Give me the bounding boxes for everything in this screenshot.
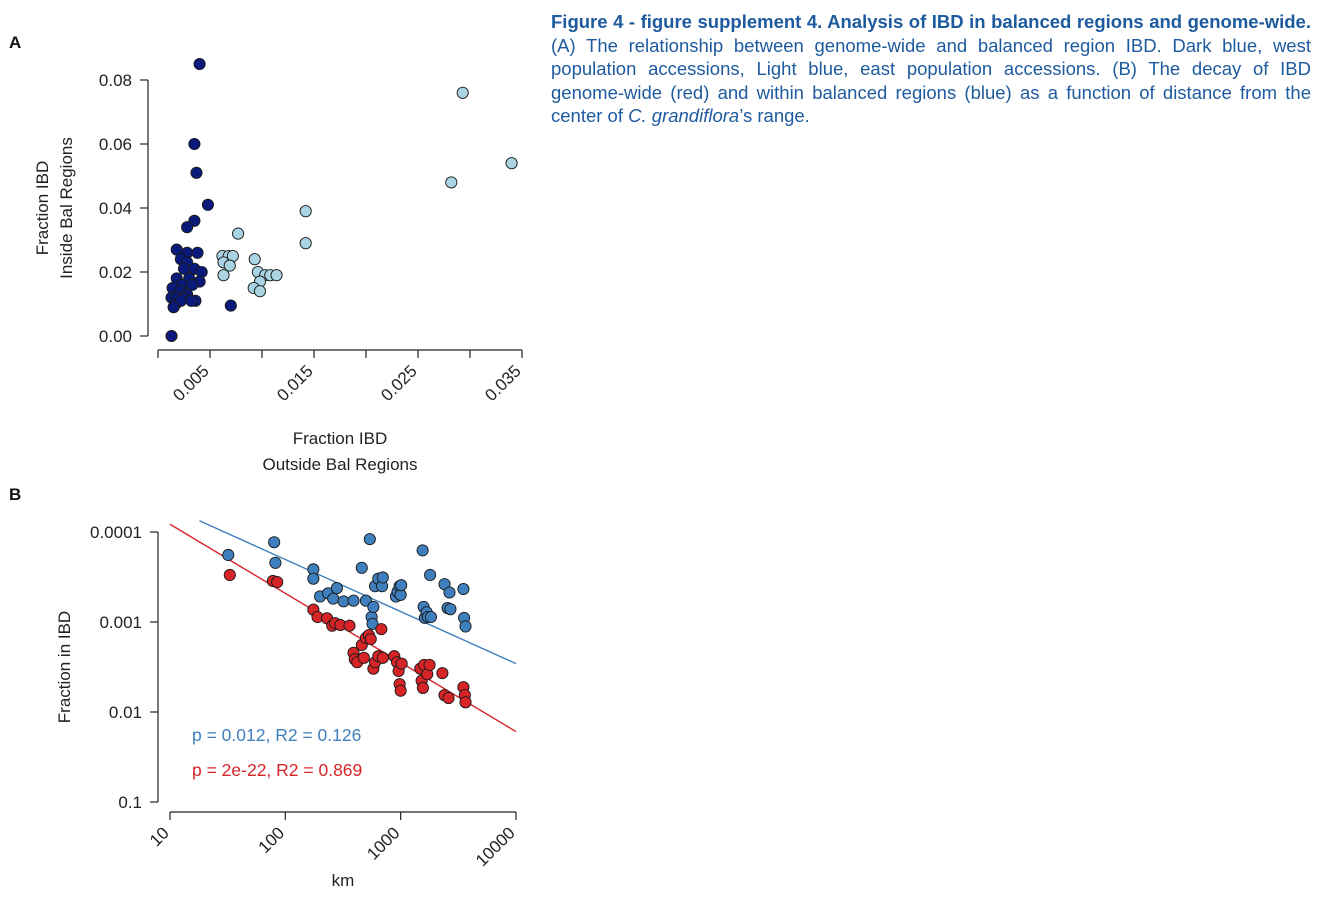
figure-charts: A 0.00 0.02 0.04 0.06 0.08 0.005 0.015 0.025 0.03… — [9, 33, 525, 890]
panel-label-a: A — [9, 33, 21, 52]
data-point-balanced — [366, 617, 379, 630]
data-point-balanced — [443, 586, 456, 599]
data-point-light — [445, 176, 458, 189]
data-point-genome-wide — [223, 568, 236, 581]
data-point-dark — [186, 278, 199, 291]
y-tick-label: 0.02 — [99, 263, 132, 282]
data-point-genome-wide — [459, 696, 472, 709]
caption-species: C. grandiflora — [628, 105, 740, 126]
figure-caption: Figure 4 - figure supplement 4. Analysis… — [551, 10, 1311, 128]
data-point-balanced — [459, 620, 472, 633]
data-point-dark — [201, 198, 214, 211]
data-point-genome-wide — [364, 633, 377, 646]
data-point-light — [217, 269, 230, 282]
data-point-light — [505, 157, 518, 170]
caption-title: Figure 4 - figure supplement 4. Analysis… — [551, 11, 1311, 32]
data-point-genome-wide — [376, 651, 389, 664]
data-point-balanced — [363, 533, 376, 546]
data-point-balanced — [424, 568, 437, 581]
y-tick-label: 0.0001 — [90, 523, 142, 542]
data-point-genome-wide — [343, 619, 356, 632]
x-tick-label: 0.015 — [273, 361, 317, 405]
data-point-balanced — [347, 594, 360, 607]
data-point-balanced — [222, 548, 235, 562]
data-point-light — [248, 253, 261, 266]
y-tick-label: 0.08 — [99, 71, 132, 90]
caption-text-a: (A) The relationship between genome-wide… — [551, 34, 1311, 127]
data-point-balanced — [424, 610, 437, 624]
y-axis-title-line2: Inside Bal Regions — [57, 137, 76, 279]
x-axis-title-line2: Outside Bal Regions — [263, 455, 418, 474]
y-axis-title: Fraction in IBD — [55, 611, 74, 723]
y-tick-label: 0.1 — [118, 793, 142, 812]
data-point-dark — [181, 221, 194, 234]
y-tick-label: 0.04 — [99, 199, 132, 218]
data-point-balanced — [395, 579, 408, 592]
y-tick-label: 0.001 — [99, 613, 142, 632]
data-point-genome-wide — [436, 667, 449, 680]
data-point-light — [270, 269, 283, 282]
data-point-genome-wide — [375, 623, 388, 636]
data-point-genome-wide — [416, 681, 429, 694]
data-point-dark — [191, 246, 204, 259]
data-point-dark — [224, 299, 237, 312]
y-tick-label: 0.01 — [109, 703, 142, 722]
data-point-genome-wide — [394, 684, 407, 697]
data-point-balanced — [444, 603, 457, 616]
data-point-balanced — [416, 544, 429, 557]
data-point-genome-wide — [357, 651, 370, 664]
data-point-dark — [188, 137, 201, 151]
data-point-dark — [190, 166, 203, 179]
data-point-dark — [193, 57, 206, 71]
panel-label-b: B — [9, 485, 21, 504]
x-tick-label: 0.005 — [169, 361, 213, 405]
data-point-balanced — [457, 582, 470, 596]
data-point-dark — [185, 294, 198, 307]
x-tick-label: 10000 — [472, 823, 519, 870]
x-axis-title: km — [332, 871, 355, 890]
data-point-balanced — [269, 556, 282, 569]
data-point-light — [299, 237, 312, 250]
data-point-balanced — [330, 582, 343, 595]
x-tick-label: 0.035 — [481, 361, 525, 405]
fit-line-balanced — [199, 520, 517, 665]
data-point-genome-wide — [271, 576, 284, 589]
stat-annotation-balanced: p = 0.012, R2 = 0.126 — [192, 725, 361, 745]
x-tick-label: 100 — [255, 823, 288, 856]
panel-b: B 0.0001 0.001 0.01 0.110 100 1000 10000 km Fract… — [9, 485, 519, 890]
data-point-light — [232, 227, 245, 240]
data-point-dark — [167, 301, 180, 314]
y-tick-label: 0.06 — [99, 135, 132, 154]
data-point-balanced — [307, 572, 320, 585]
data-point-genome-wide — [395, 657, 408, 670]
y-tick-label: 0.00 — [99, 327, 132, 346]
data-point-balanced — [355, 561, 368, 574]
stat-annotation-genome-wide: p = 2e-22, R2 = 0.869 — [192, 760, 362, 780]
x-axis-title-line1: Fraction IBD — [293, 429, 387, 448]
data-point-balanced — [367, 600, 380, 613]
panel-a: A 0.00 0.02 0.04 0.06 0.08 0.005 0.015 0.025 0.03… — [9, 33, 525, 474]
data-point-light — [223, 259, 236, 272]
data-point-balanced — [376, 571, 389, 584]
data-point-genome-wide — [442, 692, 455, 705]
data-point-light — [253, 285, 266, 298]
x-tick-label: 10 — [146, 823, 173, 850]
x-tick-label: 1000 — [363, 823, 403, 863]
x-tick-label: 0.025 — [377, 361, 421, 405]
data-point-light — [456, 86, 469, 99]
data-point-genome-wide — [423, 658, 436, 671]
data-point-light — [299, 205, 312, 218]
y-axis-title-line1: Fraction IBD — [33, 161, 52, 255]
caption-text-b: ’s range. — [739, 105, 810, 126]
data-point-balanced — [327, 592, 340, 605]
data-point-balanced — [268, 536, 281, 549]
data-point-dark — [165, 329, 178, 343]
